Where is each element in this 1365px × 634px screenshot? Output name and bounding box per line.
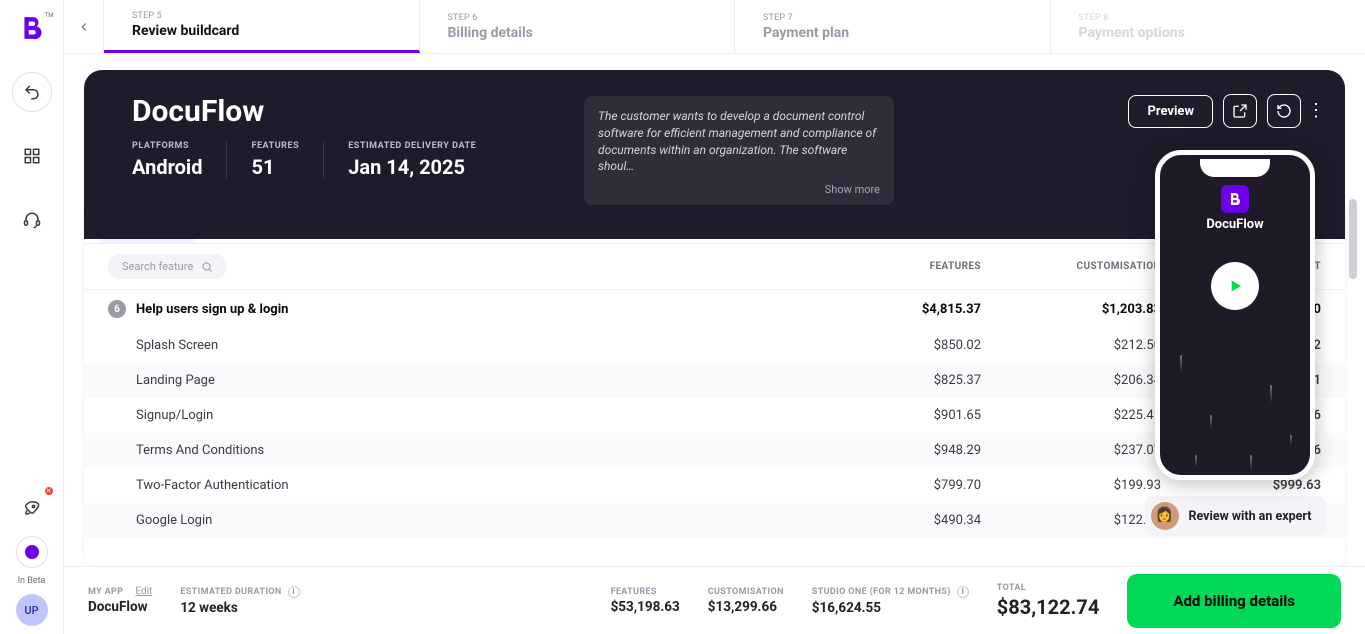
features-label: FEATURES: [251, 141, 299, 151]
footer-total-label: TOTAL: [997, 583, 1100, 593]
stepper-back-button[interactable]: [64, 0, 104, 53]
step-title: Payment options: [1079, 25, 1338, 41]
duration-value: 12 weeks: [180, 600, 299, 616]
item-customisation-cost: $237.07: [981, 443, 1161, 458]
beta-avatar[interactable]: [16, 536, 48, 568]
step-title: Review buildcard: [132, 23, 391, 39]
item-name: Landing Page: [136, 373, 821, 388]
step-payment-options: STEP 8 Payment options: [1051, 0, 1365, 53]
platforms-value: Android: [132, 155, 202, 179]
kebab-menu-icon[interactable]: ⋮: [1311, 102, 1321, 120]
step-label: STEP 5: [132, 11, 391, 21]
step-label: STEP 7: [763, 13, 1022, 23]
delivery-value: Jan 14, 2025: [348, 155, 476, 179]
expert-avatar: 👩: [1151, 502, 1179, 530]
footer-studio-label: STUDIO ONE (FOR 12 MONTHS): [812, 587, 951, 597]
headset-icon[interactable]: [12, 200, 52, 240]
item-name: Signup/Login: [136, 408, 821, 423]
step-billing-details[interactable]: STEP 6 Billing details: [420, 0, 736, 53]
main-area: STEP 5 Review buildcard STEP 6 Billing d…: [64, 0, 1365, 634]
app-icon: [1221, 185, 1249, 213]
step-label: STEP 8: [1079, 13, 1338, 23]
play-icon: [1227, 278, 1243, 294]
item-features-cost: $799.70: [821, 478, 981, 493]
preview-button[interactable]: Preview: [1128, 95, 1213, 128]
item-features-cost: $850.02: [821, 338, 981, 353]
step-label: STEP 6: [448, 13, 707, 23]
footer-features-value: $53,198.63: [611, 599, 680, 615]
col-features: FEATURES: [821, 261, 981, 272]
item-customisation-cost: $122.58: [981, 513, 1161, 528]
info-icon[interactable]: i: [288, 586, 300, 598]
left-rail: TM ✕ In Beta UP: [0, 0, 64, 634]
myapp-value: DocuFlow: [88, 599, 152, 615]
brand-logo[interactable]: TM: [12, 8, 52, 48]
apps-grid-icon[interactable]: [12, 136, 52, 176]
step-review-buildcard[interactable]: STEP 5 Review buildcard: [104, 0, 420, 53]
footer-customisation-label: CUSTOMISATION: [708, 587, 784, 597]
step-payment-plan[interactable]: STEP 7 Payment plan: [735, 0, 1051, 53]
stepper: STEP 5 Review buildcard STEP 6 Billing d…: [64, 0, 1365, 54]
info-icon[interactable]: i: [957, 586, 969, 598]
group-features-cost: $4,815.37: [821, 302, 981, 317]
footer-studio-value: $16,624.55: [812, 600, 969, 616]
item-features-cost: $948.29: [821, 443, 981, 458]
rocket-icon[interactable]: ✕: [12, 488, 52, 528]
myapp-label: MY APP: [88, 587, 123, 597]
item-name: Two-Factor Authentication: [136, 478, 821, 493]
beta-label: In Beta: [18, 576, 46, 586]
footer-bar: MY APP Edit DocuFlow ESTIMATED DURATION …: [64, 566, 1365, 634]
item-customisation-cost: $212.50: [981, 338, 1161, 353]
item-customisation-cost: $199.93: [981, 478, 1161, 493]
group-name: Help users sign up & login: [136, 302, 821, 317]
review-with-expert-button[interactable]: 👩 Review with an expert: [1145, 496, 1326, 536]
platforms-label: PLATFORMS: [132, 141, 202, 151]
add-billing-details-button[interactable]: Add billing details: [1127, 574, 1341, 628]
features-value: 51: [251, 155, 299, 179]
description-text: The customer wants to develop a document…: [598, 109, 876, 173]
delivery-label: ESTIMATED DELIVERY DATE: [348, 141, 476, 151]
scrollbar[interactable]: [1349, 199, 1357, 279]
duration-label: ESTIMATED DURATION: [180, 587, 281, 597]
edit-app-link[interactable]: Edit: [135, 586, 152, 597]
item-features-cost: $901.65: [821, 408, 981, 423]
item-customisation-cost: $225.41: [981, 408, 1161, 423]
phone-notch: [1200, 159, 1270, 177]
col-customisation: CUSTOMISATION: [981, 261, 1161, 272]
trademark-label: TM: [45, 12, 54, 19]
project-description: The customer wants to develop a document…: [584, 96, 894, 205]
item-name: Google Login: [136, 513, 821, 528]
user-avatar[interactable]: UP: [16, 594, 48, 626]
group-count-badge: 6: [108, 300, 126, 318]
step-title: Billing details: [448, 25, 707, 41]
phone-app-name: DocuFlow: [1206, 217, 1263, 232]
item-features-cost: $825.37: [821, 373, 981, 388]
item-customisation-cost: $206.34: [981, 373, 1161, 388]
item-total-cost: $999.63: [1161, 478, 1321, 493]
item-features-cost: $490.34: [821, 513, 981, 528]
share-icon[interactable]: [1223, 94, 1257, 128]
refresh-icon[interactable]: [1267, 94, 1301, 128]
footer-customisation-value: $13,299.66: [708, 599, 784, 615]
notification-badge: ✕: [43, 485, 55, 497]
footer-features-label: FEATURES: [611, 587, 680, 597]
search-input[interactable]: Search feature: [108, 254, 227, 279]
show-more-link[interactable]: Show more: [825, 182, 880, 197]
phone-preview: DocuFlow: [1155, 150, 1315, 480]
search-placeholder: Search feature: [122, 260, 193, 273]
item-name: Splash Screen: [136, 338, 821, 353]
expert-label: Review with an expert: [1189, 509, 1312, 524]
step-title: Payment plan: [763, 25, 1022, 41]
footer-total-value: $83,122.74: [997, 595, 1100, 619]
undo-icon[interactable]: [12, 72, 52, 112]
play-button[interactable]: [1211, 262, 1259, 310]
group-customisation-cost: $1,203.83: [981, 302, 1161, 317]
item-name: Terms And Conditions: [136, 443, 821, 458]
search-icon: [201, 261, 213, 273]
